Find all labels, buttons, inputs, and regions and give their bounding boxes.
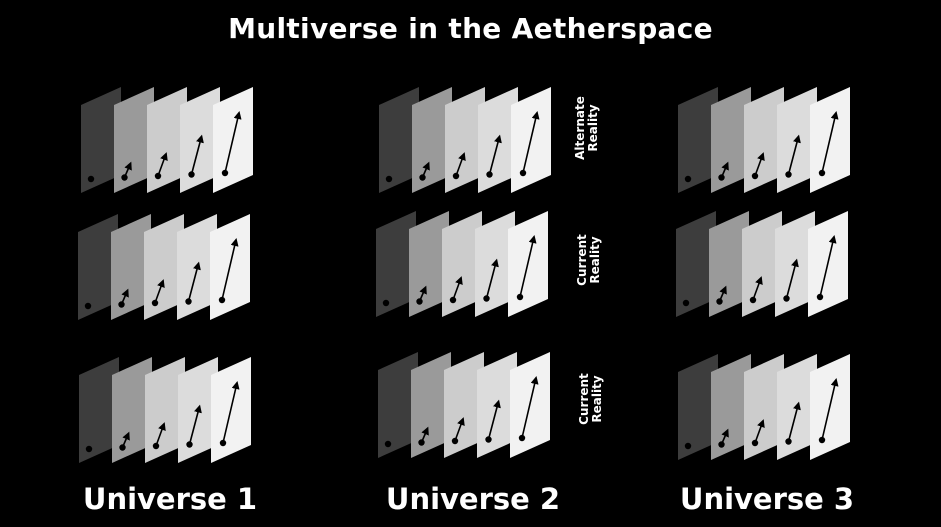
vector-arrow xyxy=(821,111,839,174)
reality-panel xyxy=(379,87,419,193)
row-label-line: Reality xyxy=(588,236,602,284)
vector-arrow xyxy=(521,376,539,439)
reality-panel xyxy=(111,214,151,320)
vector-origin-dot xyxy=(384,440,392,448)
vector-arrow xyxy=(452,276,463,301)
vector-origin-dot xyxy=(87,175,95,183)
reality-panel xyxy=(711,87,751,193)
vector-arrow xyxy=(787,134,801,175)
vector-origin-dot xyxy=(684,175,692,183)
reality-stack xyxy=(81,87,253,193)
reality-stack xyxy=(676,211,848,317)
diagram-title: Multiverse in the Aetherspace xyxy=(228,12,713,45)
row-label-line: Reality xyxy=(590,375,604,423)
vector-arrow xyxy=(787,401,801,442)
reality-stack xyxy=(678,354,850,460)
vector-arrow xyxy=(754,152,765,177)
vector-origin-dot xyxy=(382,299,390,307)
vector-arrow xyxy=(121,431,130,448)
reality-stack xyxy=(379,87,551,193)
reality-panel xyxy=(114,87,154,193)
vector-arrow xyxy=(754,419,765,444)
reality-panel xyxy=(445,87,485,193)
row-label-current-reality-1: Current Reality xyxy=(575,220,602,300)
vector-origin-dot xyxy=(385,175,393,183)
vector-arrow xyxy=(155,422,166,447)
vector-arrow xyxy=(418,285,427,302)
vector-arrow xyxy=(485,258,499,299)
reality-panel xyxy=(78,214,118,320)
vector-arrow xyxy=(785,258,799,299)
reality-panel xyxy=(112,357,152,463)
reality-panel xyxy=(411,352,451,458)
reality-panel xyxy=(678,87,718,193)
vector-arrow xyxy=(519,235,537,298)
reality-panel xyxy=(744,354,784,460)
vector-arrow xyxy=(420,426,429,443)
reality-panel xyxy=(442,211,482,317)
vector-arrow xyxy=(421,161,430,178)
universe-1-label: Universe 1 xyxy=(82,482,258,516)
row-label-line: Reality xyxy=(586,104,600,152)
vector-arrow xyxy=(157,152,168,177)
reality-stack xyxy=(378,352,550,458)
vector-arrow xyxy=(224,111,242,174)
reality-stack xyxy=(376,211,548,317)
reality-panel xyxy=(79,357,119,463)
vector-arrow xyxy=(154,279,165,304)
reality-panel xyxy=(378,352,418,458)
vector-origin-dot xyxy=(682,299,690,307)
vector-arrow xyxy=(718,285,727,302)
universe-2-label: Universe 2 xyxy=(385,482,561,516)
reality-stack xyxy=(79,357,251,463)
reality-panel xyxy=(709,211,749,317)
vector-arrow xyxy=(821,378,839,441)
vector-arrow xyxy=(819,235,837,298)
reality-panel xyxy=(81,87,121,193)
vector-arrow xyxy=(720,161,729,178)
reality-panel xyxy=(678,354,718,460)
reality-panel xyxy=(711,354,751,460)
reality-panel xyxy=(376,211,416,317)
reality-stack xyxy=(78,214,250,320)
reality-stack xyxy=(678,87,850,193)
vector-arrow xyxy=(522,111,540,174)
reality-panel xyxy=(444,352,484,458)
vector-arrow xyxy=(454,417,465,442)
vector-arrow xyxy=(488,134,502,175)
vector-arrow xyxy=(187,261,201,302)
universe-3-label: Universe 3 xyxy=(679,482,855,516)
reality-panel xyxy=(144,214,184,320)
row-label-current-reality-2: Current Reality xyxy=(577,359,604,439)
reality-panel xyxy=(412,87,452,193)
vector-arrow xyxy=(190,134,204,175)
row-label-alternate-reality: Alternate Reality xyxy=(573,88,600,168)
reality-panel xyxy=(742,211,782,317)
vector-origin-dot xyxy=(85,445,93,453)
reality-panel xyxy=(744,87,784,193)
reality-panel xyxy=(676,211,716,317)
vector-arrow xyxy=(123,161,132,178)
vector-origin-dot xyxy=(84,302,92,310)
vector-arrow xyxy=(221,238,239,301)
vector-origin-dot xyxy=(684,442,692,450)
vector-arrow xyxy=(222,381,240,444)
vector-arrow xyxy=(752,276,763,301)
vector-arrow xyxy=(487,399,501,440)
vector-arrow xyxy=(188,404,202,445)
vector-arrow xyxy=(455,152,466,177)
vector-arrow xyxy=(120,288,129,305)
reality-panel xyxy=(147,87,187,193)
vector-arrow xyxy=(720,428,729,445)
reality-panel xyxy=(145,357,185,463)
reality-panel xyxy=(409,211,449,317)
